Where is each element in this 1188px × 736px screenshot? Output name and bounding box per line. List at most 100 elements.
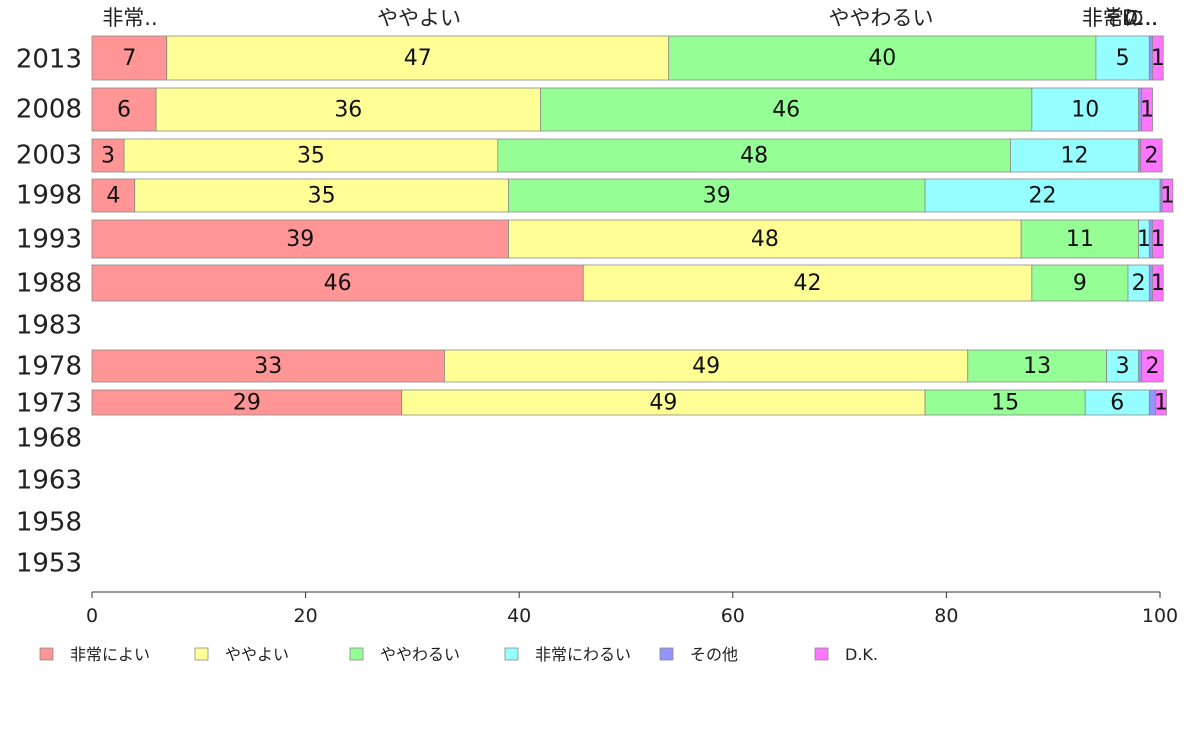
year-label-1968: 1968 xyxy=(16,424,82,454)
bar-label-1998-series-0: 4 xyxy=(106,184,120,209)
legend-label-1: ややよい xyxy=(225,645,289,664)
bar-2008-series-2 xyxy=(540,87,1033,132)
year-label-1963: 1963 xyxy=(16,466,82,496)
bar-label-2013-series-5: 1 xyxy=(1151,46,1165,71)
bar-label-1993-series-1: 48 xyxy=(751,227,779,252)
bar-label-1998-series-3: 22 xyxy=(1029,184,1057,209)
bar-1973-series-5 xyxy=(1155,389,1167,416)
bar-2013-series-1 xyxy=(166,35,670,81)
top-label-2: ややわるい xyxy=(829,6,934,30)
bar-1988-series-1 xyxy=(582,264,1033,302)
bar-2008-series-3 xyxy=(1031,87,1140,132)
bar-label-2008-series-3: 10 xyxy=(1071,98,1099,123)
x-tick-label-5: 100 xyxy=(1142,605,1178,627)
x-axis: 0 20 40 60 80 100 xyxy=(86,591,1178,627)
bar-label-2003-series-3: 12 xyxy=(1061,144,1089,169)
bar-2013-series-5 xyxy=(1152,35,1164,81)
bar-label-2003-series-1: 35 xyxy=(297,144,325,169)
bar-2003-series-1 xyxy=(123,138,499,173)
bar-1973-series-2 xyxy=(924,389,1086,416)
legend: 非常によい ややよい ややわるい 非常にわるい その他 D.K. xyxy=(39,645,878,664)
bar-label-1973-series-1: 49 xyxy=(649,391,677,416)
bar-1998-series-0 xyxy=(91,178,136,213)
bar-1998-series-3 xyxy=(924,178,1161,213)
top-label-5: D... xyxy=(1122,6,1158,30)
legend-swatch-4 xyxy=(659,647,674,661)
bar-1978-series-2 xyxy=(967,349,1108,383)
legend-swatch-2 xyxy=(349,647,364,661)
year-label-1953: 1953 xyxy=(16,549,82,579)
year-label-1993: 1993 xyxy=(16,225,82,255)
x-tick-label-4: 80 xyxy=(934,605,958,627)
bar-label-1988-series-2: 9 xyxy=(1073,271,1087,296)
bar-1988-series-0 xyxy=(91,264,584,302)
bar-2013-series-2 xyxy=(668,35,1097,81)
bar-label-2003-series-2: 48 xyxy=(740,144,768,169)
legend-swatch-5 xyxy=(814,647,829,661)
bar-label-1998-series-1: 35 xyxy=(308,184,336,209)
bar-1978-series-0 xyxy=(91,349,445,383)
x-tick-label-2: 40 xyxy=(507,605,531,627)
bar-label-2013-series-2: 40 xyxy=(868,46,896,71)
bar-1978-series-5 xyxy=(1141,349,1164,383)
top-label-1: ややよい xyxy=(377,6,461,30)
year-label-1973: 1973 xyxy=(16,389,82,419)
x-tick-label-3: 60 xyxy=(721,605,745,627)
bar-label-1973-series-0: 29 xyxy=(233,391,261,416)
bar-1988-series-2 xyxy=(1031,264,1129,302)
top-label-3: 非常に.. xyxy=(1082,6,1158,30)
bar-label-1988-series-1: 42 xyxy=(794,271,822,296)
legend-label-2: ややわるい xyxy=(380,645,460,664)
bar-label-1993-series-0: 39 xyxy=(286,227,314,252)
top-label-4: その.. xyxy=(1102,6,1157,30)
bar-label-1978-series-0: 33 xyxy=(254,354,282,379)
bar-label-1978-series-3: 3 xyxy=(1116,354,1130,379)
bar-label-1988-series-5: 1 xyxy=(1151,271,1165,296)
year-label-1998: 1998 xyxy=(16,181,82,211)
bar-label-2008-series-0: 6 xyxy=(117,98,131,123)
bar-1988-series-5 xyxy=(1152,264,1164,302)
bars-layer: 7 47 40 5 16 36 46 10 13 35 48 12 24 35 39 22 139 48 11 1 14… xyxy=(91,35,1174,416)
year-label-1978: 1978 xyxy=(16,352,82,382)
bar-2013-series-0 xyxy=(91,35,168,81)
bar-label-1993-series-5: 1 xyxy=(1151,227,1165,252)
bar-label-1978-series-2: 13 xyxy=(1023,354,1051,379)
legend-label-5: D.K. xyxy=(845,645,878,664)
bar-label-2013-series-3: 5 xyxy=(1116,46,1130,71)
x-tick-label-1: 20 xyxy=(294,605,318,627)
legend-label-3: 非常にわるい xyxy=(535,645,631,664)
bar-label-1998-series-2: 39 xyxy=(703,184,731,209)
bar-label-1988-series-0: 46 xyxy=(324,271,352,296)
top-label-0: 非常.. xyxy=(102,6,157,30)
x-tick-label-0: 0 xyxy=(86,605,98,627)
legend-label-4: その他 xyxy=(690,645,738,664)
bar-label-2008-series-1: 36 xyxy=(334,98,362,123)
bar-label-1973-series-5: 1 xyxy=(1154,391,1168,416)
legend-label-0: 非常によい xyxy=(70,645,150,664)
year-label-2013: 2013 xyxy=(16,45,82,75)
legend-swatch-3 xyxy=(504,647,519,661)
bar-1973-series-0 xyxy=(91,389,403,416)
bar-label-2013-series-0: 7 xyxy=(122,46,136,71)
legend-swatch-0 xyxy=(39,647,54,661)
bar-label-1998-series-5: 1 xyxy=(1160,184,1174,209)
legend-swatch-1 xyxy=(194,647,209,661)
year-label-2003: 2003 xyxy=(16,141,82,171)
bar-label-1988-series-3: 2 xyxy=(1132,271,1146,296)
bar-label-1993-series-2: 11 xyxy=(1066,227,1094,252)
top-labels: 非常.. ややよい ややわるい 非常に..その..D... xyxy=(102,6,1158,30)
year-label-1958: 1958 xyxy=(16,508,82,538)
bar-2003-series-2 xyxy=(497,138,1011,173)
year-labels: 2013 2008 2003 1998 1993 1988 1983 1978 1973 1968… xyxy=(16,45,82,579)
bar-label-2013-series-1: 47 xyxy=(404,46,432,71)
bar-1998-series-5 xyxy=(1161,178,1174,213)
bar-2008-series-5 xyxy=(1141,87,1153,132)
bar-2003-series-5 xyxy=(1140,138,1163,173)
bar-1978-series-4 xyxy=(1138,349,1143,383)
bar-label-2008-series-2: 46 xyxy=(772,98,800,123)
bar-label-1978-series-5: 2 xyxy=(1146,354,1160,379)
year-label-1988: 1988 xyxy=(16,269,82,299)
bar-label-2003-series-5: 2 xyxy=(1144,144,1158,169)
bar-1998-series-2 xyxy=(508,178,926,213)
